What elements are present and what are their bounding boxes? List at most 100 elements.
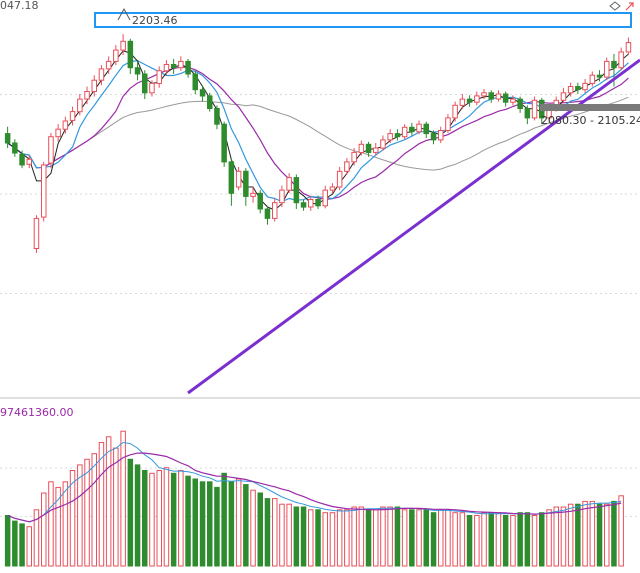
candle (250, 186, 256, 203)
candle (502, 91, 509, 107)
candle-body (207, 95, 213, 110)
arrow-up-right-icon[interactable] (625, 2, 634, 11)
volume-bar (77, 464, 83, 567)
volume-bar (41, 492, 47, 567)
candle-body (567, 86, 574, 94)
candlestick-series (4, 34, 632, 253)
candle (481, 89, 487, 100)
volume-label: 97461360.00 (0, 406, 73, 419)
candle-body (596, 74, 603, 78)
candle (373, 143, 379, 156)
volume-bar (531, 515, 538, 567)
volume-bar (12, 520, 18, 567)
candle-body (380, 139, 386, 149)
volume-bar (344, 509, 350, 567)
high-level-box[interactable] (94, 12, 632, 28)
volume-bar (618, 495, 624, 567)
trendline[interactable] (187, 58, 640, 395)
candle (19, 150, 25, 169)
volume-bar (19, 523, 25, 567)
candle (488, 90, 494, 103)
volume-bar (336, 509, 343, 567)
candle-body (524, 108, 531, 119)
candle (243, 168, 249, 206)
candle-body (185, 60, 191, 75)
volume-bar (560, 506, 567, 567)
volume-bar (84, 458, 90, 567)
candle-body (416, 123, 422, 133)
volume-bar (430, 512, 437, 567)
candle-body (55, 128, 61, 138)
candle-body (178, 60, 184, 69)
volume-bar (235, 478, 242, 567)
candle-body (228, 161, 235, 194)
candle (596, 70, 603, 82)
candle-body (445, 117, 451, 132)
candle (445, 114, 451, 133)
volume-bar (582, 500, 588, 567)
candle-body (329, 186, 336, 191)
candle-body (170, 64, 177, 69)
volume-bar (438, 509, 444, 567)
volume-bar (33, 509, 40, 567)
candle (575, 82, 581, 95)
volume-bar (250, 489, 256, 567)
volume-bar (539, 512, 545, 567)
diamond-icon[interactable] (609, 1, 621, 11)
candle-body (4, 133, 11, 144)
volume-bar (4, 515, 11, 567)
candle (423, 121, 429, 138)
high-marker-icon (117, 7, 131, 21)
volume-bar (26, 526, 32, 567)
candle-body (214, 108, 220, 125)
range-bar[interactable] (540, 104, 640, 111)
candle (142, 70, 148, 100)
candle-body (344, 161, 350, 172)
candle (228, 158, 235, 206)
candle (531, 96, 538, 121)
candle (365, 141, 372, 157)
volume-bar (156, 470, 162, 567)
volume-bar (207, 481, 213, 567)
volume-bar (517, 512, 523, 567)
candle (308, 195, 314, 211)
volume-bar (264, 498, 271, 567)
candle-body (430, 133, 437, 141)
candle (625, 37, 632, 56)
candle (474, 91, 480, 106)
candle-body (105, 60, 112, 70)
ma-long-line (7, 96, 629, 171)
candle (286, 173, 292, 194)
volume-bar (596, 503, 603, 567)
candle-body (373, 147, 379, 153)
candle (235, 166, 242, 191)
candle (293, 174, 300, 209)
candle-body (560, 92, 567, 101)
candle (344, 158, 350, 175)
candle (524, 105, 531, 125)
candle (48, 132, 54, 169)
volume-bar (401, 509, 408, 567)
volume-bar (445, 509, 451, 567)
candle-body (62, 120, 69, 130)
volume-bar (502, 515, 509, 567)
price-top-label: 047.18 (0, 0, 39, 12)
candle-body (409, 126, 415, 133)
volume-bar (257, 492, 263, 567)
candle-body (604, 60, 610, 78)
candle-body (91, 79, 97, 92)
candle-body (48, 136, 54, 164)
candle-body (336, 170, 343, 188)
candle-body (192, 73, 198, 91)
candle-body (625, 42, 632, 53)
volume-bar (62, 481, 69, 567)
candle (430, 130, 437, 145)
candle-body (113, 49, 119, 62)
candle-body (235, 170, 242, 188)
volume-bar (488, 512, 494, 567)
candle (192, 70, 198, 95)
candle-body (257, 192, 263, 210)
candle-body (510, 98, 516, 103)
candle-body (41, 164, 47, 218)
